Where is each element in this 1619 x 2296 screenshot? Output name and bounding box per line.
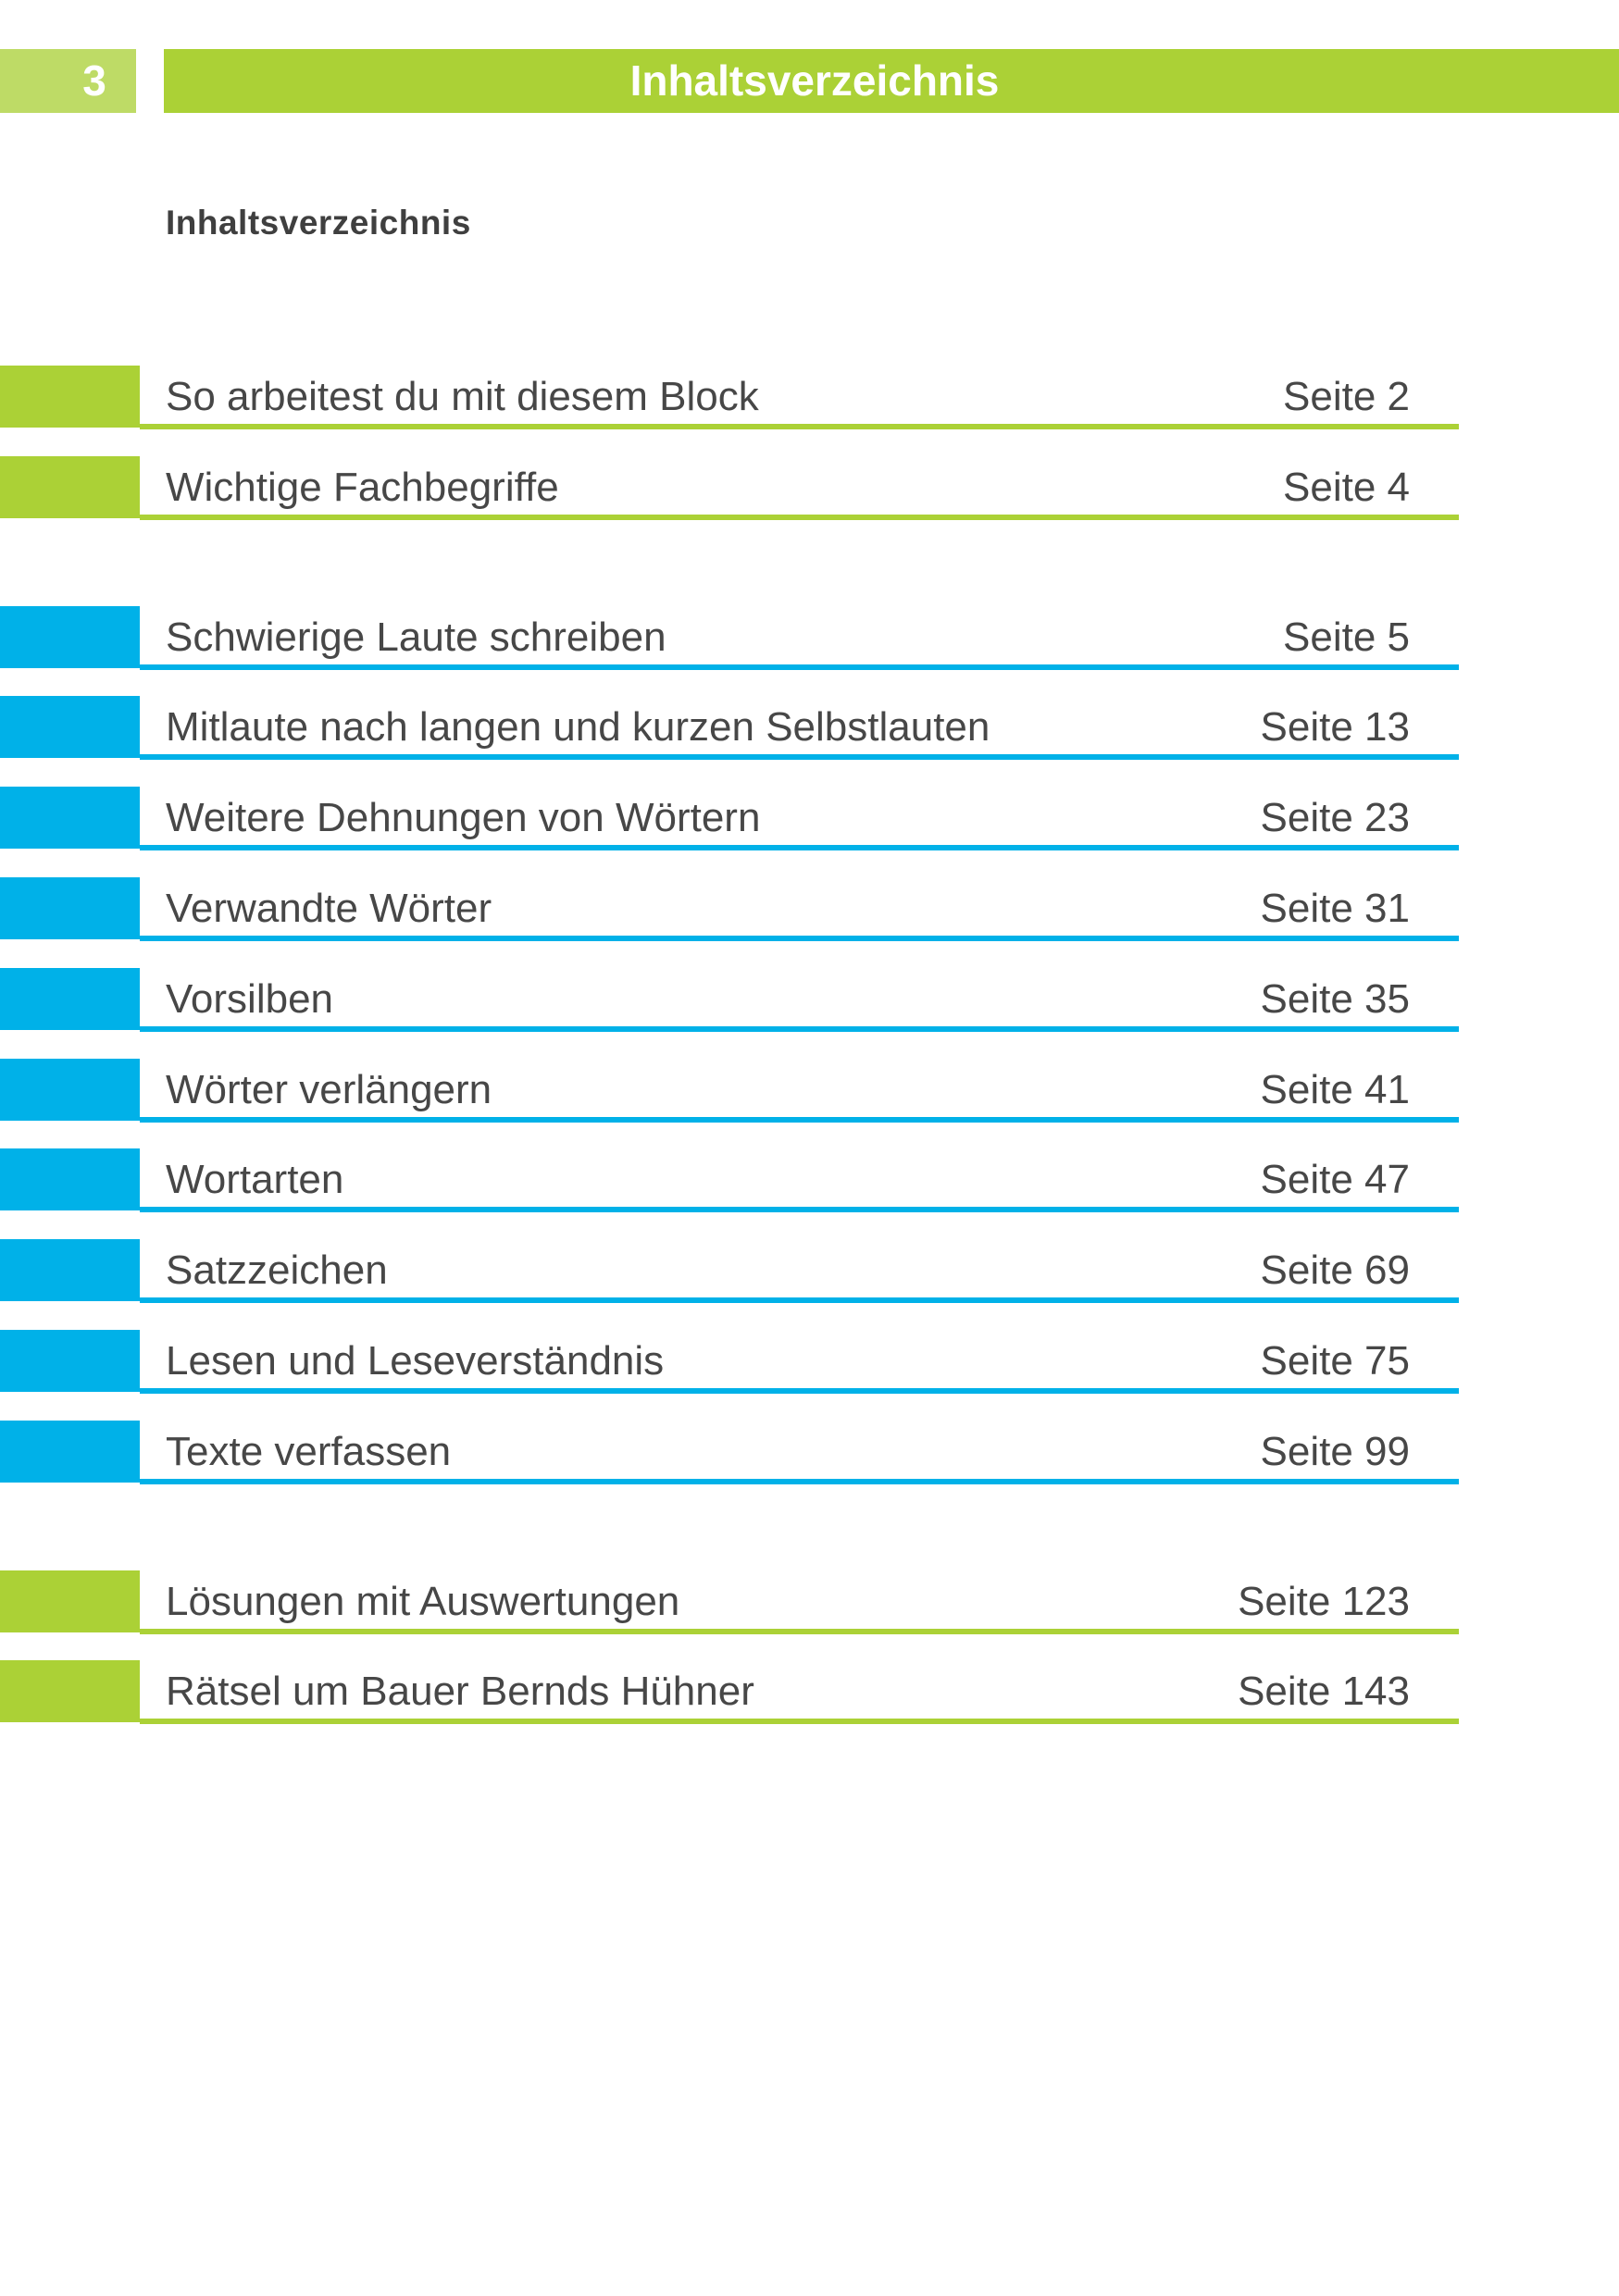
toc-row-underline xyxy=(140,1117,1459,1123)
toc-row-color-block xyxy=(0,1059,140,1121)
toc-row-page-number: Seite 41 xyxy=(1260,1066,1410,1112)
toc-row-color-block xyxy=(0,606,140,668)
toc-row-color-block xyxy=(0,456,140,518)
toc-row-underline xyxy=(140,845,1459,850)
toc-row-underline xyxy=(140,664,1459,670)
toc-row-title: Lesen und Leseverständnis xyxy=(166,1337,665,1384)
toc-row-page-number: Seite 2 xyxy=(1283,373,1410,419)
toc-row: Wichtige Fachbegriffe Seite 4 xyxy=(0,456,1459,521)
toc-row: Satzzeichen Seite 69 xyxy=(0,1239,1459,1304)
toc-row-page-number: Seite 35 xyxy=(1260,975,1410,1022)
toc-row-color-block xyxy=(0,1421,140,1483)
toc-row-page-number: Seite 69 xyxy=(1260,1247,1410,1293)
toc-row: Verwandte Wörter Seite 31 xyxy=(0,877,1459,942)
toc-row-color-block xyxy=(0,877,140,939)
toc-row: Wörter verlängern Seite 41 xyxy=(0,1059,1459,1123)
toc-row-underline xyxy=(140,1479,1459,1484)
toc-row: Texte verfassen Seite 99 xyxy=(0,1421,1459,1485)
toc-row-underline xyxy=(140,424,1459,429)
toc-row-underline xyxy=(140,1719,1459,1724)
toc-row-color-block xyxy=(0,968,140,1030)
toc-row-title: Vorsilben xyxy=(166,975,334,1022)
toc-row: Lesen und Leseverständnis Seite 75 xyxy=(0,1330,1459,1395)
toc-row-page-number: Seite 4 xyxy=(1283,464,1410,510)
toc-row-underline xyxy=(140,1388,1459,1394)
toc-row-page-number: Seite 23 xyxy=(1260,794,1410,840)
toc-row-color-block xyxy=(0,1330,140,1392)
toc-row-color-block xyxy=(0,787,140,849)
page-header-bar: Inhaltsverzeichnis xyxy=(164,49,1619,113)
toc-row-underline xyxy=(140,1026,1459,1032)
page-number-badge: 3 xyxy=(0,49,136,113)
toc-row-underline xyxy=(140,1297,1459,1303)
toc-row-color-block xyxy=(0,1570,140,1632)
toc-row-page-number: Seite 143 xyxy=(1238,1668,1410,1714)
toc-row: Wortarten Seite 47 xyxy=(0,1148,1459,1213)
toc-row-page-number: Seite 5 xyxy=(1283,614,1410,660)
toc-row: So arbeitest du mit diesem Block Seite 2 xyxy=(0,366,1459,430)
toc-row: Vorsilben Seite 35 xyxy=(0,968,1459,1033)
toc-row: Schwierige Laute schreiben Seite 5 xyxy=(0,606,1459,671)
toc-row-underline xyxy=(140,1629,1459,1634)
toc-row: Weitere Dehnungen von Wörtern Seite 23 xyxy=(0,787,1459,851)
toc-row-title: Schwierige Laute schreiben xyxy=(166,614,666,660)
toc-row-page-number: Seite 99 xyxy=(1260,1428,1410,1474)
toc-row-underline xyxy=(140,1207,1459,1212)
toc-row: Lösungen mit Auswertungen Seite 123 xyxy=(0,1570,1459,1635)
toc-row-title: Wortarten xyxy=(166,1156,344,1202)
page-title: Inhaltsverzeichnis xyxy=(166,204,471,242)
toc-row-title: Verwandte Wörter xyxy=(166,885,492,931)
toc-row-page-number: Seite 13 xyxy=(1260,703,1410,750)
toc-row-title: Rätsel um Bauer Bernds Hühner xyxy=(166,1668,754,1714)
toc-row-page-number: Seite 75 xyxy=(1260,1337,1410,1384)
toc-row-color-block xyxy=(0,1239,140,1301)
toc-row: Mitlaute nach langen und kurzen Selbstla… xyxy=(0,696,1459,761)
toc-row-underline xyxy=(140,515,1459,520)
toc-row-underline xyxy=(140,936,1459,941)
toc-row-title: Wichtige Fachbegriffe xyxy=(166,464,559,510)
toc-row-color-block xyxy=(0,696,140,758)
toc-row-page-number: Seite 31 xyxy=(1260,885,1410,931)
toc-row-color-block xyxy=(0,1660,140,1722)
toc-row-page-number: Seite 123 xyxy=(1238,1578,1410,1624)
toc-row-title: Weitere Dehnungen von Wörtern xyxy=(166,794,761,840)
toc-row-title: Texte verfassen xyxy=(166,1428,452,1474)
toc-row-title: Mitlaute nach langen und kurzen Selbstla… xyxy=(166,703,990,750)
toc-row-title: Satzzeichen xyxy=(166,1247,388,1293)
toc-row: Rätsel um Bauer Bernds Hühner Seite 143 xyxy=(0,1660,1459,1725)
toc-row-color-block xyxy=(0,1148,140,1210)
toc-row-page-number: Seite 47 xyxy=(1260,1156,1410,1202)
toc-row-title: Lösungen mit Auswertungen xyxy=(166,1578,680,1624)
toc-row-title: Wörter verlängern xyxy=(166,1066,492,1112)
toc-row-title: So arbeitest du mit diesem Block xyxy=(166,373,759,419)
toc-row-color-block xyxy=(0,366,140,428)
toc-row-underline xyxy=(140,754,1459,760)
